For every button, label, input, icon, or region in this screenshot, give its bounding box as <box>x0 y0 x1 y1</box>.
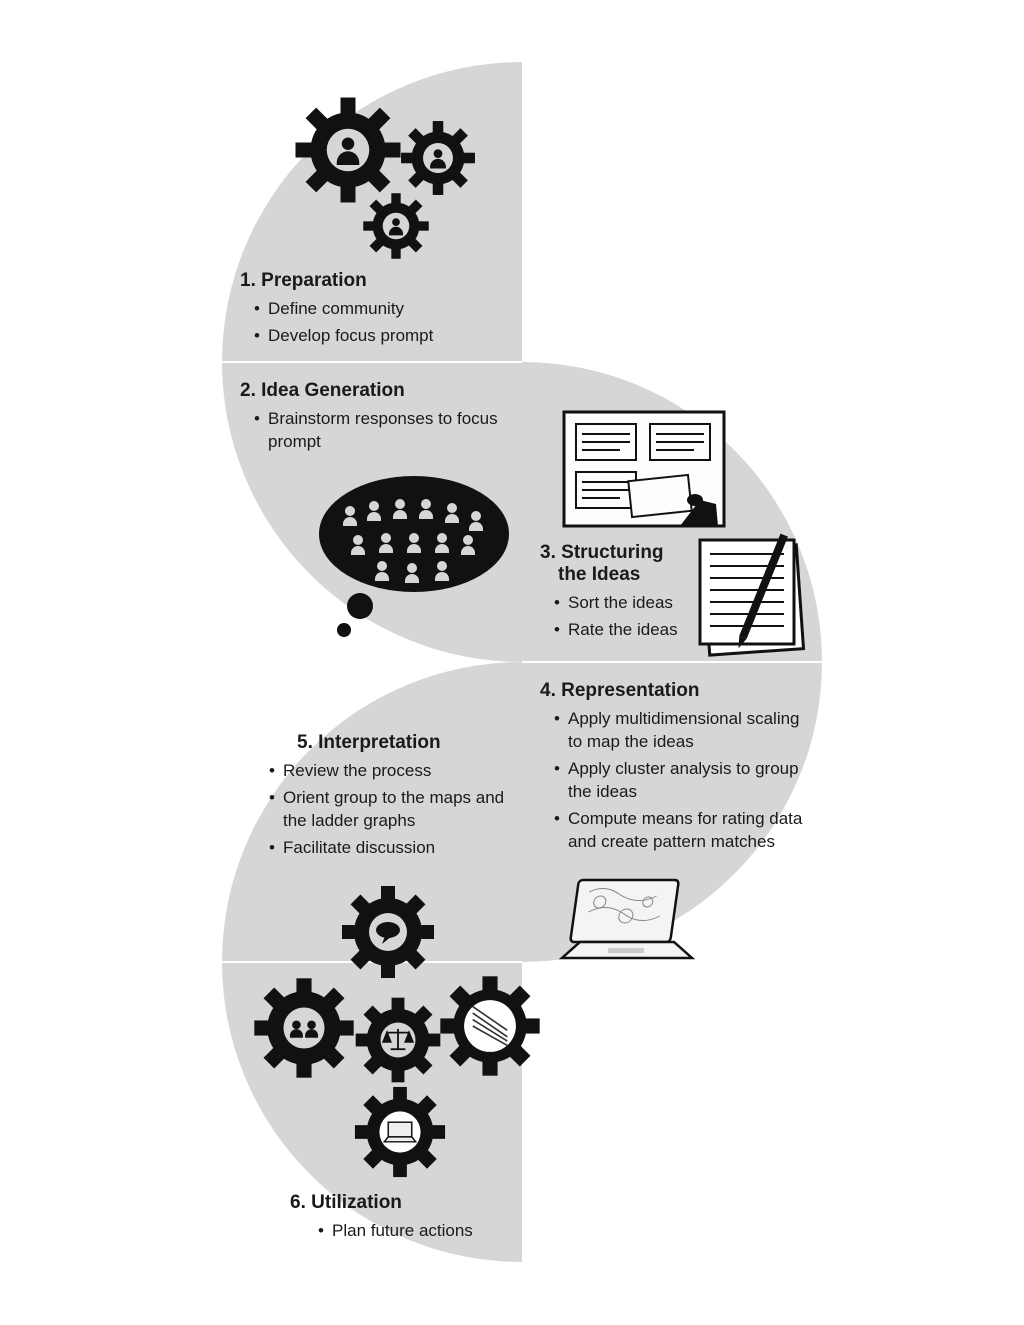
bullet: Rate the ideas <box>554 619 700 642</box>
step-2-idea-generation: 2. Idea Generation Brainstorm responses … <box>240 380 500 458</box>
step-5-bullets: Review the process Orient group to the m… <box>255 760 520 860</box>
step-3-title: 3. Structuring the Ideas <box>540 542 700 586</box>
divider-1-2 <box>222 361 522 363</box>
bullet: Brainstorm responses to focus prompt <box>254 408 500 454</box>
bullet: Apply cluster analysis to group the idea… <box>554 758 810 804</box>
step-4-representation: 4. Representation Apply multidimensional… <box>540 680 810 858</box>
step-1-preparation: 1. Preparation Define community Develop … <box>240 270 500 352</box>
step-2-bullets: Brainstorm responses to focus prompt <box>240 408 500 454</box>
bullet: Plan future actions <box>318 1220 550 1243</box>
step-2-title: 2. Idea Generation <box>240 380 500 402</box>
thought-bubble-people-icon <box>302 466 512 646</box>
notepad-pen-icon <box>688 530 818 660</box>
step-4-title: 4. Representation <box>540 680 810 702</box>
step-4-bullets: Apply multidimensional scaling to map th… <box>540 708 810 854</box>
bullet: Compute means for rating data and create… <box>554 808 810 854</box>
divider-3-4 <box>522 661 822 663</box>
step-5-interpretation: 5. Interpretation Review the process Ori… <box>255 732 520 864</box>
bullet: Facilitate discussion <box>269 837 520 860</box>
bullet: Apply multidimensional scaling to map th… <box>554 708 810 754</box>
step-1-title: 1. Preparation <box>240 270 500 292</box>
step-6-utilization: 6. Utilization Plan future actions <box>290 1192 550 1247</box>
card-sort-icon <box>560 408 730 533</box>
gears-people-icon <box>278 88 488 263</box>
step-6-title: 6. Utilization <box>290 1192 550 1214</box>
step-3-structuring: 3. Structuring the Ideas Sort the ideas … <box>540 542 700 646</box>
process-diagram: 1. Preparation Define community Develop … <box>0 0 1024 1325</box>
step-1-bullets: Define community Develop focus prompt <box>240 298 500 348</box>
laptop-map-icon <box>552 872 702 972</box>
bullet: Orient group to the maps and the ladder … <box>269 787 520 833</box>
gears-cluster-icon <box>240 880 550 1180</box>
bullet: Sort the ideas <box>554 592 700 615</box>
bullet: Develop focus prompt <box>254 325 500 348</box>
bullet: Review the process <box>269 760 520 783</box>
step-5-title: 5. Interpretation <box>255 732 520 754</box>
step-3-bullets: Sort the ideas Rate the ideas <box>540 592 700 642</box>
step-6-bullets: Plan future actions <box>290 1220 550 1243</box>
bullet: Define community <box>254 298 500 321</box>
